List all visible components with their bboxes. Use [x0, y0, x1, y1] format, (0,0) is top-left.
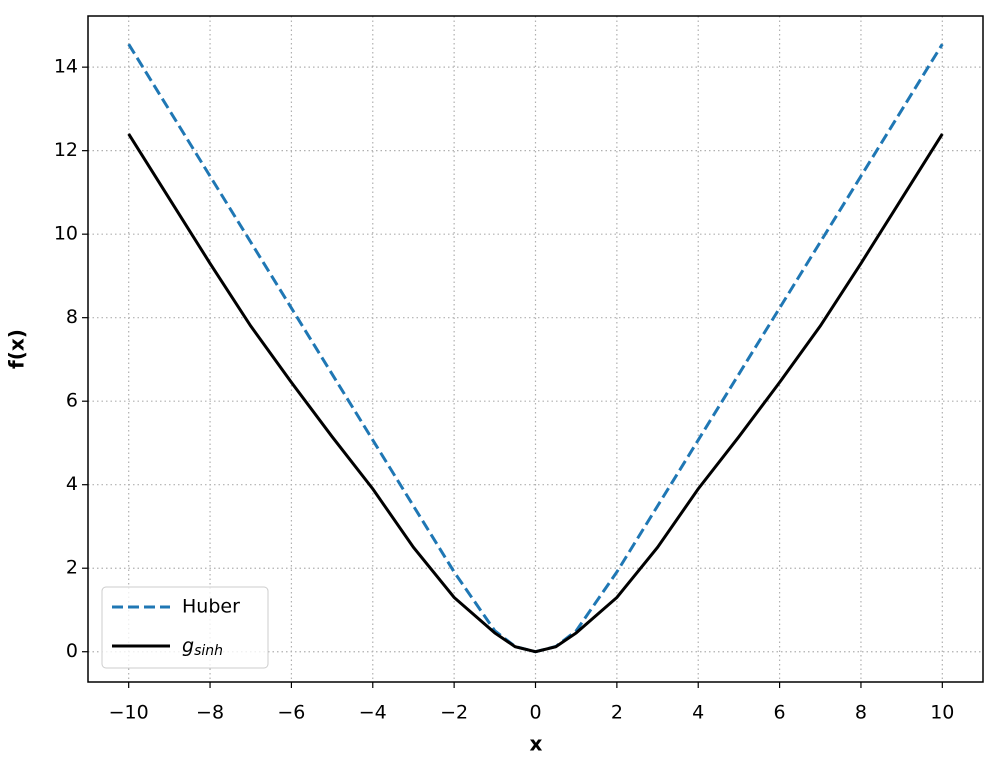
x-tick-label: 10	[930, 702, 954, 724]
legend-label: Huber	[182, 596, 240, 618]
legend-box	[101, 586, 269, 669]
x-tick-label: 0	[529, 702, 541, 724]
x-tick-label: −2	[440, 702, 468, 724]
x-tick-label: 4	[692, 702, 704, 724]
y-tick-label: 12	[54, 139, 78, 161]
x-tick-label: −8	[196, 702, 224, 724]
x-tick-label: −10	[109, 702, 149, 724]
x-axis-label: x	[530, 732, 543, 756]
y-tick-label: 6	[66, 390, 78, 412]
plot-frame	[87, 15, 984, 683]
y-tick-label: 8	[66, 306, 78, 328]
x-tick-label: 2	[611, 702, 623, 724]
x-tick-label: −4	[359, 702, 387, 724]
x-tick-label: −6	[277, 702, 305, 724]
y-axis-label: f(x)	[5, 329, 29, 369]
legend-label: gsinh	[182, 635, 223, 660]
y-tick-label: 0	[66, 640, 78, 662]
y-tick-label: 14	[54, 56, 78, 78]
y-tick-label: 10	[54, 223, 78, 245]
y-tick-label: 4	[66, 473, 78, 495]
y-tick-label: 2	[66, 557, 78, 579]
series-line	[127, 133, 944, 654]
x-tick-label: 8	[855, 702, 867, 724]
x-tick-label: 6	[774, 702, 786, 724]
